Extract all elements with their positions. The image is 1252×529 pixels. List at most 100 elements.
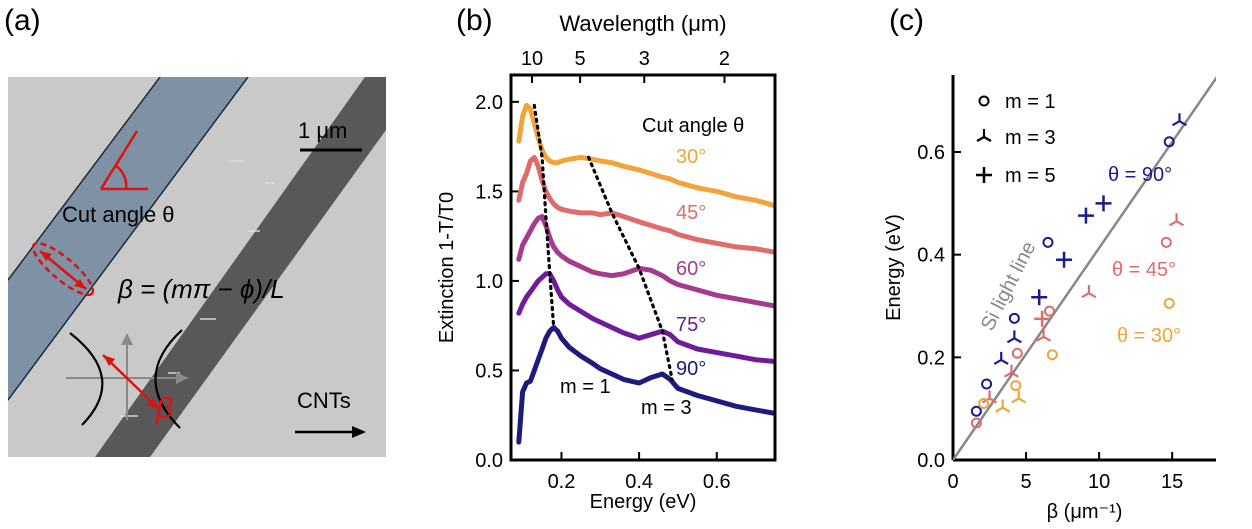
x-tick-label: 15 — [1161, 471, 1183, 493]
marker-m3 — [976, 129, 992, 142]
series-label: 45° — [676, 202, 706, 224]
y-tick-label: 0.5 — [475, 360, 503, 382]
y-axis-label: Energy (eV) — [883, 214, 905, 321]
marker-m1 — [1011, 347, 1023, 359]
legend-label: m = 5 — [1005, 165, 1056, 187]
marker-m1 — [981, 378, 993, 390]
beta-symbol: β — [155, 392, 173, 425]
top-tick-label: 5 — [575, 48, 586, 70]
marker-m3 — [1003, 364, 1019, 378]
legend-label: m = 3 — [1005, 127, 1056, 149]
y-axis-label: Extinction 1-T/T0 — [436, 192, 458, 343]
top-axis-label: Wavelength (μm) — [559, 11, 726, 36]
plasmon-arrowhead-right — [74, 279, 86, 289]
panel-a-label: (a) — [4, 4, 41, 37]
panel-b-axes: 0.2 0.4 0.6 0.0 0.5 1.0 1.5 2.0 Energy (eV) Extin… — [436, 92, 731, 513]
x-tick-label: 0.2 — [548, 471, 576, 493]
y-tick-label: 0.0 — [917, 450, 945, 472]
annot-theta-30: θ = 30° — [1117, 325, 1181, 347]
plasmon-arrowhead-left — [40, 251, 52, 261]
annot-m3: m = 3 — [641, 397, 692, 419]
cnts-label: CNTs — [297, 388, 351, 413]
kx-arrowhead — [176, 372, 188, 384]
hyperbola-right — [154, 329, 183, 429]
y-tick-label: 0.0 — [475, 450, 503, 472]
legend-label: m = 1 — [1005, 91, 1056, 113]
y-tick-label: 1.5 — [475, 181, 503, 203]
x-axis-label: Energy (eV) — [590, 491, 697, 513]
x-axis-label: β (μm⁻¹) — [1047, 501, 1123, 523]
y-tick-label: 0.2 — [917, 347, 945, 369]
marker-m3 — [1036, 328, 1052, 342]
legend-title: Cut angle θ — [642, 115, 744, 137]
plasmon-loop — [31, 241, 95, 297]
marker-m5 — [1095, 195, 1112, 212]
series-line — [516, 325, 775, 445]
hyperbola-left — [69, 332, 104, 426]
light-line-label: Si light line — [977, 238, 1041, 334]
series-labels: 30° 45° 60° 75° 90° — [676, 146, 706, 380]
panel-c-plot — [953, 76, 1216, 460]
series-label: 60° — [676, 258, 706, 280]
micrograph — [8, 77, 386, 457]
marker-m3 — [1169, 213, 1185, 227]
y-tick-label: 0.6 — [917, 142, 945, 164]
annot-theta-45: θ = 45° — [1112, 259, 1176, 281]
x-tick-label: 10 — [1088, 471, 1110, 493]
y-tick-label: 0.4 — [917, 245, 945, 267]
cut-angle-arc — [114, 163, 128, 190]
scale-bar-label: 1 μm — [298, 118, 347, 143]
panel-c-legend: m = 1 m = 3 m = 5 — [976, 91, 1056, 187]
marker-m1 — [970, 417, 982, 429]
marker-m1 — [1042, 236, 1054, 248]
marker-m1 — [1043, 305, 1055, 317]
x-tick-label: 0.6 — [703, 471, 731, 493]
x-tick-label: 5 — [1020, 471, 1031, 493]
marker-m5 — [1077, 207, 1094, 224]
series-line — [516, 271, 775, 364]
panel-b-frame — [509, 73, 777, 462]
panel-c-axes: 0 5 10 15 0.0 0.2 0.4 0.6 β (μm⁻¹) Energy (eV) — [883, 75, 1216, 523]
marker-m5 — [1056, 251, 1073, 268]
cut-angle-edge — [99, 130, 139, 190]
top-tick-label: 3 — [639, 48, 650, 70]
y-tick-label: 2.0 — [475, 92, 503, 114]
beta-arrow — [102, 354, 160, 410]
panel-c-label: (c) — [889, 4, 924, 37]
marker-m1 — [1010, 380, 1022, 392]
series-line — [516, 154, 775, 255]
series-line — [516, 102, 775, 209]
guide-line — [532, 103, 556, 330]
top-tick-label: 2 — [719, 48, 730, 70]
marker-m3 — [1081, 285, 1097, 299]
marker-m1 — [978, 398, 990, 410]
marker-m5 — [1031, 289, 1048, 306]
marker-m3 — [1011, 390, 1027, 404]
light-line — [953, 76, 1216, 460]
marker-m1 — [978, 95, 990, 107]
x-tick-label: 0.4 — [625, 471, 653, 493]
y-tick-label: 1.0 — [475, 271, 503, 293]
panel-b-series — [516, 102, 775, 445]
marker-m5 — [976, 167, 992, 183]
beta-arrowhead-b — [147, 398, 159, 409]
panel-b-label: (b) — [456, 4, 493, 37]
top-tick-label: 10 — [521, 48, 543, 70]
panel-b-guides — [532, 103, 674, 381]
cut-angle-label: Cut angle θ — [62, 202, 175, 227]
ky-arrowhead — [121, 333, 133, 345]
marker-m3 — [1171, 113, 1187, 127]
guide-line — [587, 155, 674, 381]
series-label: 90° — [676, 358, 706, 380]
marker-m1 — [970, 405, 982, 417]
beta-arrowhead-a — [103, 355, 115, 366]
cnts-arrowhead — [352, 426, 366, 438]
series-line — [516, 214, 775, 309]
x-tick-label: 0 — [947, 471, 958, 493]
marker-m1 — [1160, 236, 1172, 248]
beta-formula: β = (mπ − ϕ)/L — [117, 274, 285, 304]
top-axis-ticks: 10 5 3 2 — [521, 48, 730, 83]
series-label: 30° — [676, 146, 706, 168]
annot-m1: m = 1 — [560, 376, 611, 398]
